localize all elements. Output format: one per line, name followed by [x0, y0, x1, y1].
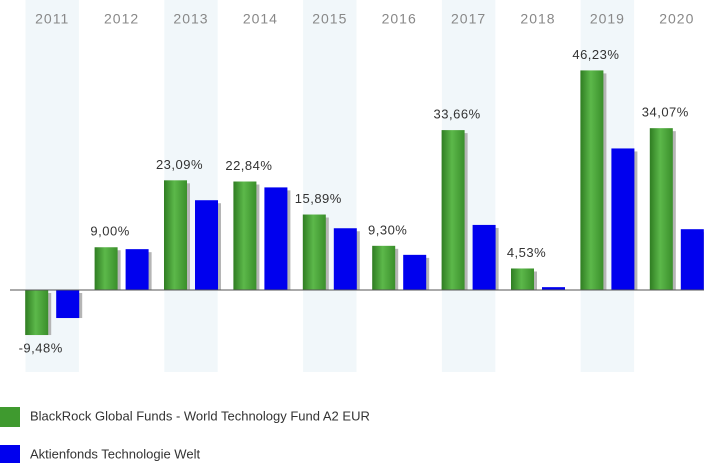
- bar: [94, 247, 118, 290]
- bar: [302, 214, 326, 290]
- x-tick-label: 2017: [451, 11, 486, 27]
- bar: [164, 180, 187, 290]
- bar: [372, 245, 396, 290]
- bar: [56, 290, 80, 319]
- bar: [333, 228, 357, 290]
- bar: [472, 224, 496, 290]
- bar: [580, 70, 604, 290]
- value-label: -9,48%: [19, 340, 63, 355]
- bar: [542, 287, 565, 290]
- legend-swatch: [0, 407, 20, 427]
- bar: [611, 148, 635, 290]
- bar: [441, 130, 465, 290]
- x-tick-label: 2012: [104, 11, 139, 27]
- legend-label: BlackRock Global Funds - World Technolog…: [30, 408, 370, 423]
- x-tick-label: 2014: [243, 11, 278, 27]
- value-label: 33,66%: [434, 107, 481, 122]
- value-label: 4,53%: [507, 245, 546, 260]
- x-tick-label: 2013: [173, 11, 208, 27]
- value-label: 15,89%: [295, 191, 342, 206]
- bar: [511, 268, 534, 290]
- bar: [649, 128, 673, 290]
- x-tick-label: 2020: [659, 11, 694, 27]
- bar: [264, 187, 288, 290]
- bar: [195, 200, 218, 290]
- value-label: 34,07%: [642, 105, 689, 120]
- x-tick-label: 2016: [382, 11, 417, 27]
- x-tick-label: 2019: [590, 11, 625, 27]
- bar: [25, 290, 49, 336]
- value-label: 46,23%: [572, 47, 619, 62]
- value-label: 23,09%: [156, 157, 203, 172]
- bar: [403, 254, 427, 290]
- value-label: 9,00%: [90, 224, 129, 239]
- bar: [680, 229, 704, 290]
- legend-label: Aktienfonds Technologie Welt: [30, 446, 200, 461]
- x-tick-label: 2011: [35, 11, 69, 27]
- x-tick-label: 2018: [520, 11, 555, 27]
- value-label: 22,84%: [225, 158, 272, 173]
- legend-swatch: [0, 445, 20, 463]
- column-band: [303, 0, 357, 372]
- x-tick-label: 2015: [312, 11, 347, 27]
- bar: [125, 249, 149, 290]
- value-label: 9,30%: [368, 222, 407, 237]
- bar: [233, 181, 257, 290]
